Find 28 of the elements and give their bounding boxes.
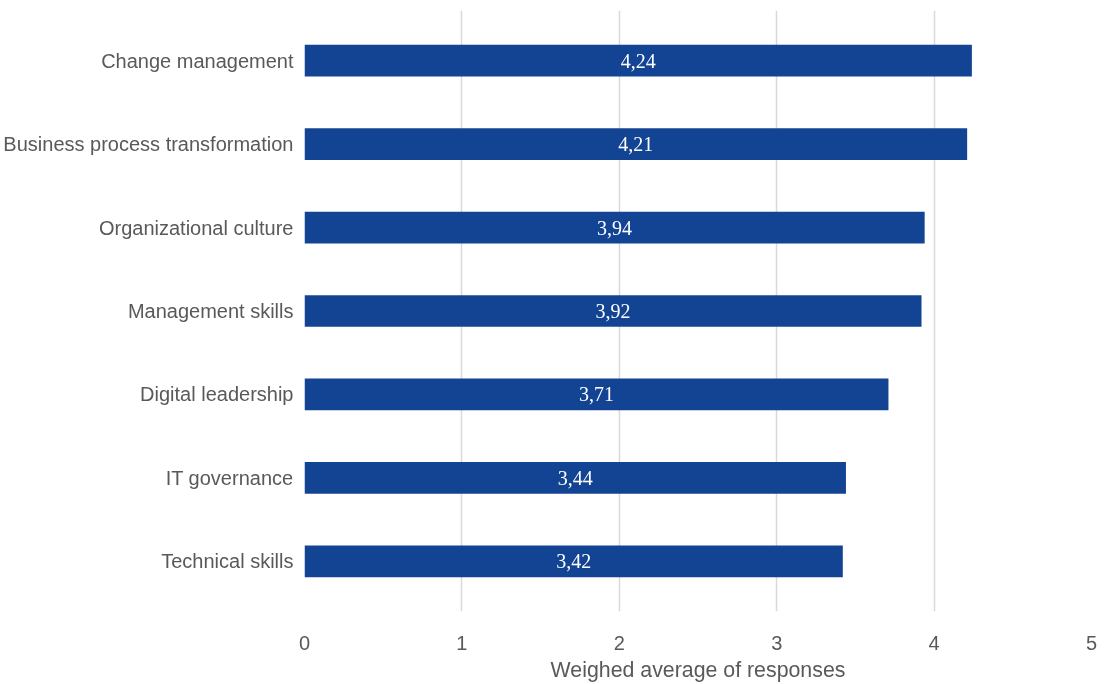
- bar: [304, 378, 889, 411]
- data-label: 3,71: [578, 383, 614, 406]
- y-tick-label: Change management: [101, 49, 294, 72]
- bar: [304, 462, 846, 494]
- x-tick-label: 4: [928, 631, 940, 654]
- x-tick-label: 2: [613, 631, 625, 654]
- y-tick-label: IT governance: [165, 466, 294, 489]
- x-tick-label: 1: [456, 631, 468, 654]
- y-tick-label: Technical skills: [161, 550, 294, 573]
- bar: [304, 545, 843, 578]
- y-tick-label: Organizational culture: [98, 216, 294, 239]
- data-label: 3,92: [595, 300, 631, 322]
- x-tick-label: 3: [771, 631, 783, 654]
- x-tick-label: 0: [298, 631, 311, 654]
- bar: [304, 211, 925, 244]
- data-label: 4,24: [620, 49, 656, 72]
- data-label: 3,44: [557, 466, 593, 489]
- bar: [304, 128, 968, 160]
- y-tick-label: Management skills: [127, 300, 294, 322]
- y-tick-label: Digital leadership: [140, 383, 294, 406]
- bar: [304, 44, 972, 77]
- data-label: 3,94: [597, 216, 633, 239]
- bar: [304, 295, 922, 327]
- data-label: 4,21: [618, 133, 654, 156]
- data-label: 3,42: [556, 550, 592, 573]
- y-tick-label: Business process transformation: [3, 133, 294, 156]
- x-axis-title: Weighed average of responses: [550, 657, 846, 682]
- x-tick-label: 5: [1085, 631, 1098, 654]
